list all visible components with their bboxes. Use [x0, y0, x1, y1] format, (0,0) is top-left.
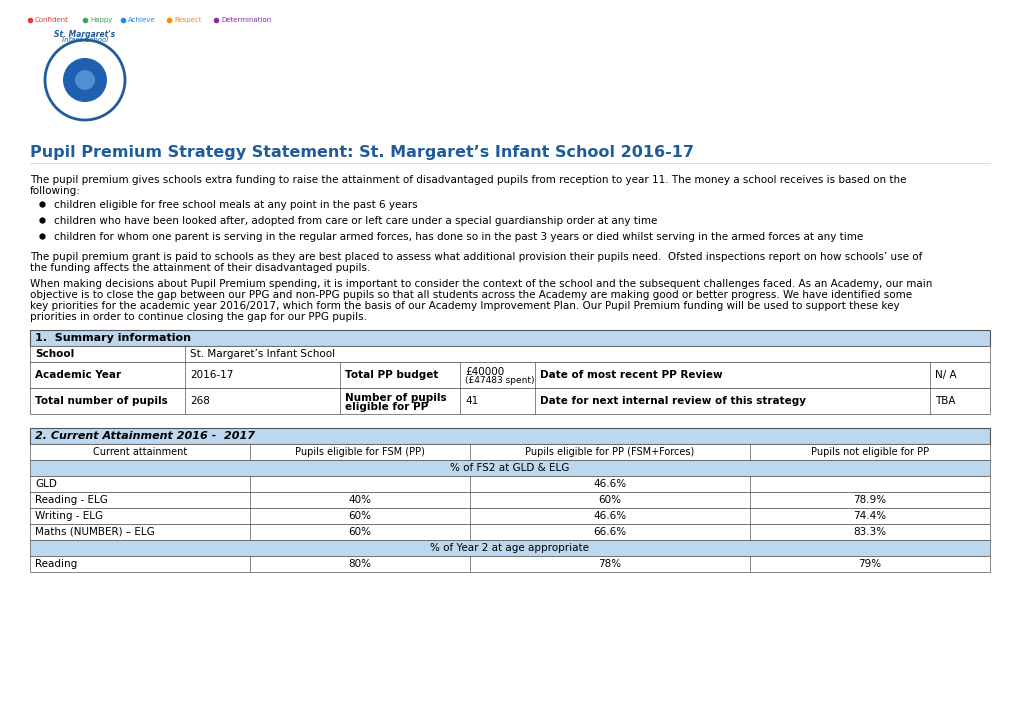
Text: Number of pupils: Number of pupils	[344, 393, 446, 403]
Text: 60%: 60%	[598, 495, 621, 505]
Bar	[30, 476, 989, 492]
Text: GLD: GLD	[35, 479, 57, 489]
Text: TBA: TBA	[934, 396, 955, 406]
Text: Academic Year: Academic Year	[35, 370, 121, 380]
Bar	[30, 388, 989, 414]
Text: When making decisions about Pupil Premium spending, it is important to consider : When making decisions about Pupil Premiu…	[30, 279, 931, 289]
Text: 2. Current Attainment 2016 -  2017: 2. Current Attainment 2016 - 2017	[35, 431, 255, 441]
Text: Writing - ELG: Writing - ELG	[35, 511, 103, 521]
Text: Pupils not eligible for PP: Pupils not eligible for PP	[810, 447, 928, 457]
Text: 60%: 60%	[348, 511, 371, 521]
Text: Reading - ELG: Reading - ELG	[35, 495, 108, 505]
Text: 46.6%: 46.6%	[593, 479, 626, 489]
Text: Confident: Confident	[35, 17, 69, 23]
Text: 268: 268	[190, 396, 210, 406]
Text: Date of most recent PP Review: Date of most recent PP Review	[539, 370, 721, 380]
Text: % of Year 2 at age appropriate: % of Year 2 at age appropriate	[430, 543, 589, 553]
Circle shape	[63, 58, 107, 102]
Text: Pupils eligible for FSM (PP): Pupils eligible for FSM (PP)	[294, 447, 425, 457]
Text: Achieve: Achieve	[127, 17, 156, 23]
Text: key priorities for the academic year 2016/2017, which form the basis of our Acad: key priorities for the academic year 201…	[30, 301, 899, 311]
Text: Pupil Premium Strategy Statement: St. Margaret’s Infant School 2016-17: Pupil Premium Strategy Statement: St. Ma…	[30, 145, 693, 160]
Text: N/ A: N/ A	[934, 370, 956, 380]
Text: 83.3%: 83.3%	[853, 527, 886, 537]
Circle shape	[75, 70, 95, 90]
Text: 1.  Summary information: 1. Summary information	[35, 333, 191, 343]
Text: priorities in order to continue closing the gap for our PPG pupils.: priorities in order to continue closing …	[30, 312, 367, 322]
Text: 41: 41	[465, 396, 478, 406]
Text: 80%: 80%	[348, 559, 371, 569]
Text: the funding affects the attainment of their disadvantaged pupils.: the funding affects the attainment of th…	[30, 263, 370, 273]
Bar	[30, 346, 989, 362]
Text: £40000: £40000	[465, 367, 503, 377]
Text: children for whom one parent is serving in the regular armed forces, has done so: children for whom one parent is serving …	[54, 232, 862, 242]
Text: objective is to close the gap between our PPG and non-PPG pupils so that all stu: objective is to close the gap between ou…	[30, 290, 911, 300]
Text: 79%: 79%	[858, 559, 880, 569]
Text: children who have been looked after, adopted from care or left care under a spec: children who have been looked after, ado…	[54, 216, 656, 226]
Text: The pupil premium gives schools extra funding to raise the attainment of disadva: The pupil premium gives schools extra fu…	[30, 175, 906, 185]
Text: Happy: Happy	[91, 17, 113, 23]
Text: (£47483 spent): (£47483 spent)	[465, 376, 534, 385]
Text: Respect: Respect	[174, 17, 202, 23]
Text: 2016-17: 2016-17	[190, 370, 233, 380]
Text: St. Margaret’s Infant School: St. Margaret’s Infant School	[190, 349, 335, 359]
Bar	[30, 330, 989, 346]
Bar	[30, 460, 989, 476]
Text: 74.4%: 74.4%	[853, 511, 886, 521]
Text: eligible for PP: eligible for PP	[344, 402, 428, 412]
Text: Date for next internal review of this strategy: Date for next internal review of this st…	[539, 396, 805, 406]
Text: School: School	[35, 349, 74, 359]
Text: 78.9%: 78.9%	[853, 495, 886, 505]
Text: Total PP budget: Total PP budget	[344, 370, 438, 380]
Bar	[30, 556, 989, 572]
Text: Reading: Reading	[35, 559, 77, 569]
Bar	[30, 492, 989, 508]
Text: 66.6%: 66.6%	[593, 527, 626, 537]
Text: The pupil premium grant is paid to schools as they are best placed to assess wha: The pupil premium grant is paid to schoo…	[30, 252, 921, 262]
Text: St. Margaret's: St. Margaret's	[54, 30, 115, 39]
Text: Pupils eligible for PP (FSM+Forces): Pupils eligible for PP (FSM+Forces)	[525, 447, 694, 457]
Text: % of FS2 at GLD & ELG: % of FS2 at GLD & ELG	[449, 463, 570, 473]
Text: Infant School: Infant School	[62, 37, 108, 43]
Text: Total number of pupils: Total number of pupils	[35, 396, 167, 406]
Text: 78%: 78%	[598, 559, 621, 569]
Text: 46.6%: 46.6%	[593, 511, 626, 521]
Bar	[30, 444, 989, 460]
Bar	[30, 508, 989, 524]
Text: Maths (NUMBER) – ELG: Maths (NUMBER) – ELG	[35, 527, 155, 537]
Text: 40%: 40%	[348, 495, 371, 505]
Text: following:: following:	[30, 186, 81, 196]
Text: Determination: Determination	[221, 17, 271, 23]
Bar	[30, 428, 989, 444]
Text: children eligible for free school meals at any point in the past 6 years: children eligible for free school meals …	[54, 200, 417, 210]
Text: Current attainment: Current attainment	[93, 447, 186, 457]
Text: 60%: 60%	[348, 527, 371, 537]
Bar	[30, 540, 989, 556]
Bar	[30, 362, 989, 388]
Bar	[30, 524, 989, 540]
